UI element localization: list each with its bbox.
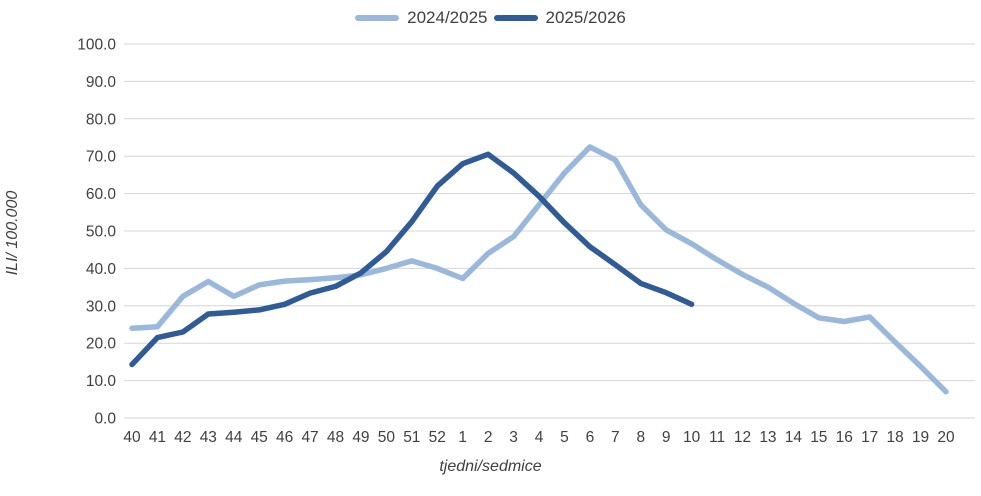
legend-label-2025-2026: 2025/2026 <box>545 8 626 27</box>
y-axis-title: ILI/ 100.000 <box>4 190 21 276</box>
x-tick-label-week-40: 40 <box>123 429 141 446</box>
x-tick-label-week-42: 42 <box>174 429 191 446</box>
y-tick-label: 70.0 <box>86 149 117 166</box>
x-axis-title: tjedni/sedmice <box>439 458 542 475</box>
x-tick-label-week-50: 50 <box>378 429 396 446</box>
x-tick-label-week-2: 2 <box>484 429 493 446</box>
x-tick-label-week-51: 51 <box>403 429 420 446</box>
x-tick-label-week-15: 15 <box>810 429 827 446</box>
x-tick-label-week-11: 11 <box>709 429 725 446</box>
x-tick-label-week-3: 3 <box>509 429 518 446</box>
x-tick-label-week-19: 19 <box>912 429 929 446</box>
x-tick-label-week-14: 14 <box>785 429 803 446</box>
x-tick-label-week-45: 45 <box>251 429 268 446</box>
y-tick-label: 40.0 <box>86 261 117 278</box>
y-tick-label: 30.0 <box>86 298 117 315</box>
x-tick-label-week-17: 17 <box>861 429 878 446</box>
x-tick-label-week-10: 10 <box>683 429 701 446</box>
x-tick-label-week-20: 20 <box>937 429 955 446</box>
x-tick-label-week-4: 4 <box>535 429 544 446</box>
x-tick-label-week-16: 16 <box>836 429 853 446</box>
x-tick-label-week-9: 9 <box>662 429 671 446</box>
y-tick-label: 10.0 <box>86 373 117 390</box>
x-tick-label-week-41: 41 <box>149 429 166 446</box>
y-tick-label: 50.0 <box>86 224 117 241</box>
x-tick-label-week-7: 7 <box>611 429 620 446</box>
x-tick-label-week-6: 6 <box>586 429 595 446</box>
x-tick-label-week-49: 49 <box>352 429 369 446</box>
chart-legend: 2024/2025 2025/2026 <box>0 8 981 28</box>
x-tick-label-week-46: 46 <box>276 429 293 446</box>
x-tick-label-week-13: 13 <box>759 429 776 446</box>
y-tick-label: 100.0 <box>77 37 116 54</box>
x-tick-label-week-8: 8 <box>636 429 645 446</box>
series-line-2025-2026 <box>129 151 695 368</box>
x-tick-label-week-43: 43 <box>200 429 217 446</box>
x-tick-label-week-5: 5 <box>560 429 569 446</box>
y-tick-label: 0.0 <box>94 411 116 428</box>
y-tick-label: 20.0 <box>86 336 117 353</box>
series-line-2024-2025 <box>129 144 949 395</box>
x-tick-label-week-52: 52 <box>429 429 446 446</box>
legend-item-2024-2025: 2024/2025 <box>355 8 488 28</box>
y-tick-label: 60.0 <box>86 186 117 203</box>
legend-swatch-2025-2026 <box>493 15 538 21</box>
y-tick-label: 80.0 <box>86 111 117 128</box>
legend-label-2024-2025: 2024/2025 <box>407 8 488 27</box>
legend-item-2025-2026: 2025/2026 <box>493 8 626 28</box>
x-tick-label-week-12: 12 <box>734 429 751 446</box>
x-tick-label-week-48: 48 <box>327 429 344 446</box>
x-tick-label-week-1: 1 <box>458 429 467 446</box>
x-tick-label-week-18: 18 <box>887 429 904 446</box>
x-tick-label-week-44: 44 <box>225 429 243 446</box>
x-tick-label-week-47: 47 <box>301 429 318 446</box>
y-tick-label: 90.0 <box>86 74 117 91</box>
legend-swatch-2024-2025 <box>355 15 400 21</box>
